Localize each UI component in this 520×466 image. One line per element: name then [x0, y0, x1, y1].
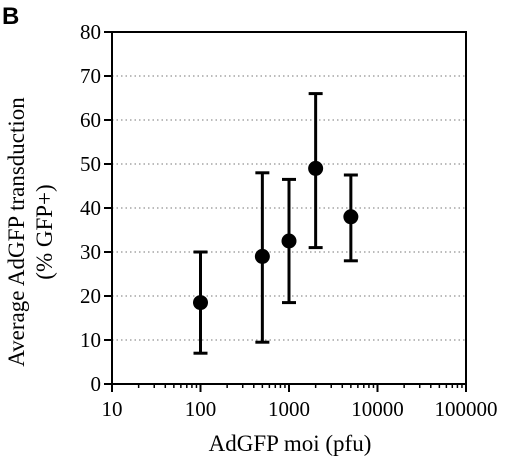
- y-tick-label: 50: [80, 152, 101, 176]
- data-point: [193, 295, 208, 311]
- y-tick-label: 70: [80, 64, 101, 88]
- data-point: [254, 248, 270, 264]
- x-axis-title: AdGFP moi (pfu): [209, 431, 372, 456]
- x-axis-ticks: 10 100 1000 10000 100000: [102, 384, 498, 421]
- x-tick-label: 100000: [435, 397, 498, 421]
- x-tick-label: 100: [185, 397, 217, 421]
- x-tick-label: 10000: [351, 397, 404, 421]
- data-point: [343, 209, 359, 225]
- y-tick-label: 60: [80, 108, 101, 132]
- y-tick-label: 20: [80, 284, 101, 308]
- x-tick-label: 1000: [268, 397, 310, 421]
- data-point: [281, 233, 297, 249]
- y-tick-label: 40: [80, 196, 101, 220]
- y-axis-title-line2: (% GFP+): [32, 184, 57, 279]
- data-point-group: [343, 173, 359, 263]
- data-point-group: [281, 177, 297, 305]
- y-tick-label: 10: [80, 328, 101, 352]
- data-point-group: [193, 250, 208, 355]
- y-axis-title-line1: Average AdGFP transduction: [4, 97, 29, 367]
- data-point: [308, 160, 324, 176]
- data-series: [193, 92, 359, 355]
- y-tick-label: 0: [91, 372, 102, 396]
- x-tick-label: 10: [102, 397, 123, 421]
- y-tick-label: 30: [80, 240, 101, 264]
- data-point-group: [308, 92, 324, 250]
- data-point-group: [254, 171, 270, 344]
- y-tick-label: 80: [80, 20, 101, 44]
- y-axis-ticks: 0 10 20 30 40 50 60 70 80: [80, 20, 112, 396]
- panel-label: B: [2, 3, 19, 30]
